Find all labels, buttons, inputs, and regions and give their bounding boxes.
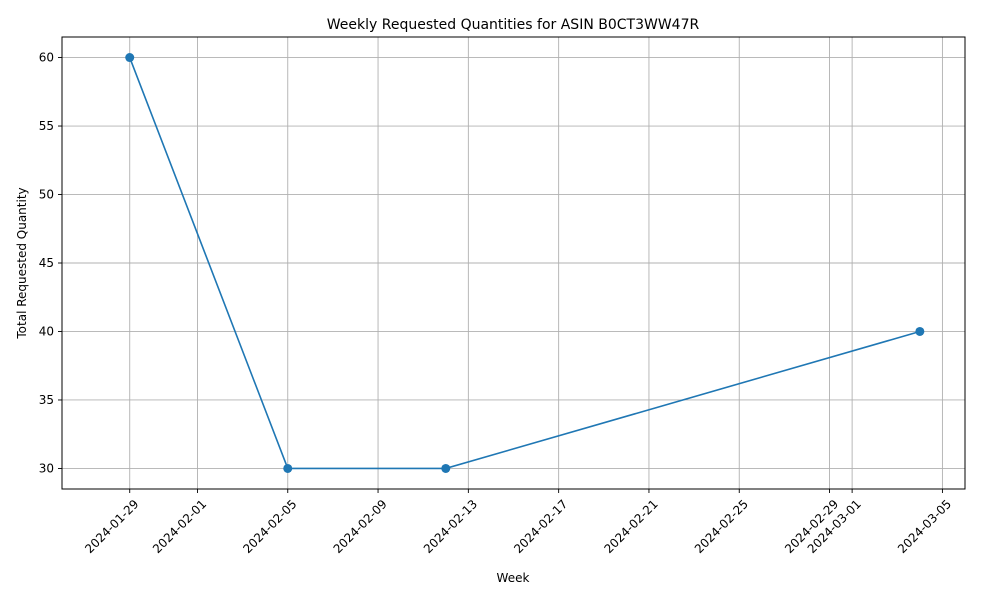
x-tick-label: 2024-02-13	[421, 497, 480, 556]
x-tick-label: 2024-02-17	[511, 497, 570, 556]
y-tick-label: 55	[39, 119, 54, 133]
data-point	[915, 326, 925, 336]
series-layer	[125, 53, 925, 473]
x-tick-label: 2024-02-21	[602, 497, 661, 556]
x-tick-label: 2024-02-05	[240, 497, 299, 556]
y-tick-label: 35	[39, 393, 54, 407]
x-tick-label: 2024-03-05	[895, 497, 954, 556]
y-tick-label: 30	[39, 461, 54, 475]
data-point	[441, 463, 451, 473]
x-tick-label: 2024-02-09	[331, 497, 390, 556]
y-tick-label: 40	[39, 324, 54, 338]
y-tick-label: 45	[39, 256, 54, 270]
y-tick-label: 60	[39, 51, 54, 65]
x-tick-label: 2024-02-01	[150, 497, 209, 556]
series-line	[128, 57, 921, 470]
x-axis-label: Week	[497, 571, 530, 585]
x-tick-label: 2024-02-25	[692, 497, 751, 556]
data-point	[283, 463, 293, 473]
chart-title: Weekly Requested Quantities for ASIN B0C…	[327, 17, 700, 33]
y-tick-label: 50	[39, 188, 54, 202]
x-tick-label: 2024-01-29	[82, 497, 141, 556]
data-point	[125, 53, 135, 63]
grid-lines	[62, 37, 965, 489]
y-axis-label: Total Requested Quantity	[15, 187, 29, 339]
